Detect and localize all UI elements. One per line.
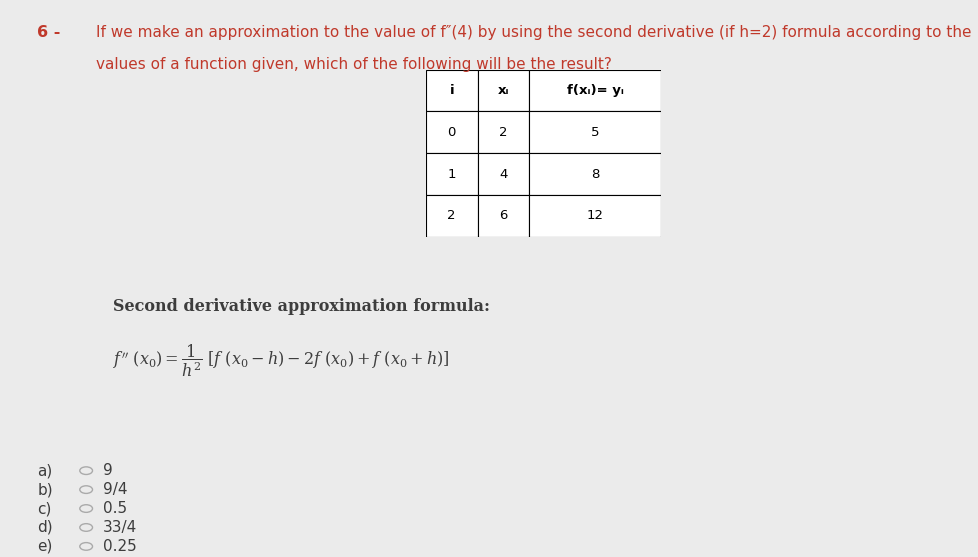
Bar bbox=[425, 195, 477, 237]
Text: e): e) bbox=[37, 539, 53, 554]
Bar bbox=[529, 153, 660, 195]
Bar bbox=[529, 111, 660, 153]
Text: c): c) bbox=[37, 501, 52, 516]
Text: $f''\ (x_0) = \dfrac{1}{h^2}\ [f\ (x_0 - h) - 2f\ (x_0) + f\ (x_0 + h)]$: $f''\ (x_0) = \dfrac{1}{h^2}\ [f\ (x_0 -… bbox=[112, 343, 449, 379]
Text: 8: 8 bbox=[591, 168, 599, 180]
Text: 0.5: 0.5 bbox=[103, 501, 127, 516]
Text: 1: 1 bbox=[447, 168, 456, 180]
Text: 2: 2 bbox=[499, 126, 508, 139]
Bar bbox=[529, 195, 660, 237]
Text: 2: 2 bbox=[447, 209, 456, 222]
Bar bbox=[425, 111, 477, 153]
Text: 9: 9 bbox=[103, 463, 112, 478]
Text: 0.25: 0.25 bbox=[103, 539, 136, 554]
Bar bbox=[477, 111, 529, 153]
Bar bbox=[477, 153, 529, 195]
Bar bbox=[477, 70, 529, 111]
Text: d): d) bbox=[37, 520, 53, 535]
Text: 4: 4 bbox=[499, 168, 507, 180]
Text: Second derivative approximation formula:: Second derivative approximation formula: bbox=[112, 298, 489, 315]
Bar bbox=[529, 70, 660, 111]
Text: 12: 12 bbox=[586, 209, 602, 222]
Text: xᵢ: xᵢ bbox=[497, 84, 509, 97]
Text: 9/4: 9/4 bbox=[103, 482, 127, 497]
Text: values of a function given, which of the following will be the result?: values of a function given, which of the… bbox=[96, 57, 611, 72]
Text: 6 -: 6 - bbox=[37, 25, 61, 40]
Text: f(xᵢ)= yᵢ: f(xᵢ)= yᵢ bbox=[566, 84, 623, 97]
Text: 0: 0 bbox=[447, 126, 456, 139]
Text: 33/4: 33/4 bbox=[103, 520, 137, 535]
Text: i: i bbox=[449, 84, 454, 97]
Bar bbox=[425, 153, 477, 195]
Text: a): a) bbox=[37, 463, 53, 478]
Text: 5: 5 bbox=[590, 126, 599, 139]
Bar bbox=[477, 195, 529, 237]
Text: If we make an approximation to the value of f″(4) by using the second derivative: If we make an approximation to the value… bbox=[96, 25, 970, 40]
Bar bbox=[425, 70, 477, 111]
Text: b): b) bbox=[37, 482, 53, 497]
Text: 6: 6 bbox=[499, 209, 507, 222]
